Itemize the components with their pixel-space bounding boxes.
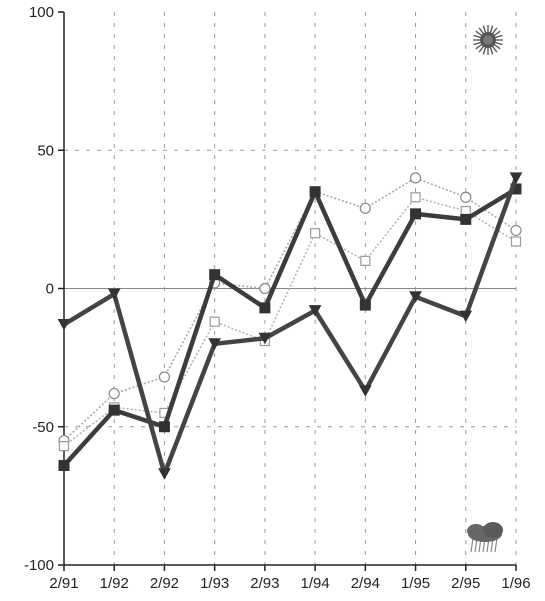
series-4-point: [208, 338, 222, 350]
sun-ray: [494, 34, 503, 39]
sun-ray: [482, 46, 487, 55]
series-4-point: [308, 305, 322, 317]
series-2-point: [510, 236, 522, 247]
y-tick-label: -100: [24, 557, 54, 574]
rain-line: [494, 537, 498, 553]
x-tick-label: 2/92: [150, 575, 179, 592]
sun-icon: [473, 25, 503, 55]
series-3-point: [309, 186, 321, 198]
sun-ray: [489, 46, 494, 55]
x-tick-label: 2/93: [250, 575, 279, 592]
sun-ray: [478, 27, 485, 35]
y-tick-labels: -100 -50 0 50 100: [24, 4, 54, 574]
x-tick-label: 2/95: [451, 575, 480, 592]
series-3-point: [359, 299, 371, 311]
series-4-line: [62, 177, 519, 477]
x-tick-label: 1/96: [501, 575, 530, 592]
series-2-point: [410, 192, 421, 203]
x-tick-label: 1/92: [100, 575, 129, 592]
x-tick-label: 1/93: [200, 575, 229, 592]
series-3-point: [108, 404, 120, 416]
series: [57, 172, 523, 480]
series-1-point: [359, 202, 371, 214]
rain-line: [470, 537, 474, 553]
series-1-line: [63, 177, 517, 442]
sun-ray: [475, 30, 483, 37]
series-2-point: [360, 255, 371, 266]
series-4-point: [107, 288, 121, 301]
series-1-point: [510, 224, 522, 237]
sun-ray: [489, 25, 494, 34]
axes: [58, 11, 517, 571]
x-tick-label: 1/94: [301, 575, 330, 592]
sun-ray: [491, 27, 498, 35]
y-tick-label: 50: [37, 142, 54, 159]
sun-ray: [493, 43, 501, 50]
series-4: [57, 172, 523, 480]
series-1-point: [158, 371, 171, 383]
series-3-point: [259, 302, 271, 314]
series-4-point: [409, 291, 422, 303]
y-tick-label: 0: [46, 281, 54, 298]
series-4-point: [158, 468, 171, 480]
series-3-point: [158, 421, 170, 433]
series-2-point: [209, 316, 220, 327]
y-tick-label: 100: [29, 4, 54, 21]
sun-ray: [493, 30, 501, 37]
series-2: [58, 192, 522, 452]
series-4-point: [509, 172, 523, 184]
series-1-point: [108, 387, 120, 400]
series-3-line: [62, 187, 518, 467]
y-tick-label: -50: [32, 419, 54, 436]
x-tick-label: 2/91: [49, 575, 78, 592]
series-3-point: [410, 208, 422, 220]
sun-ray: [494, 41, 503, 46]
series-4-point: [459, 310, 473, 323]
sun-ray: [473, 34, 482, 39]
series-4-point: [258, 332, 272, 345]
series-3-point: [209, 269, 221, 281]
sun-ray: [482, 25, 487, 34]
series-2-point: [58, 441, 70, 452]
series-3-point: [460, 213, 472, 225]
series-1-point: [259, 282, 271, 295]
grid: [64, 12, 517, 565]
sun-ray: [473, 41, 482, 46]
x-tick-labels: 2/91 1/92 2/92 1/93 2/93 1/94 2/94 1/95 2/95 1/96: [49, 575, 530, 592]
series-2-point: [310, 228, 321, 239]
sun-ray: [475, 43, 483, 50]
sun-ray: [478, 45, 485, 53]
series-2-line: [63, 196, 517, 447]
series-4-point: [358, 385, 372, 397]
series-3-point: [58, 459, 70, 471]
series-1-point: [409, 172, 422, 184]
series-4-point: [57, 318, 71, 331]
rain-cloud-icon: [467, 522, 503, 553]
series-3: [58, 183, 522, 471]
x-tick-label: 2/94: [351, 575, 380, 592]
series-1-point: [460, 191, 472, 203]
sun-ray: [491, 45, 498, 53]
x-tick-label: 1/95: [401, 575, 430, 592]
